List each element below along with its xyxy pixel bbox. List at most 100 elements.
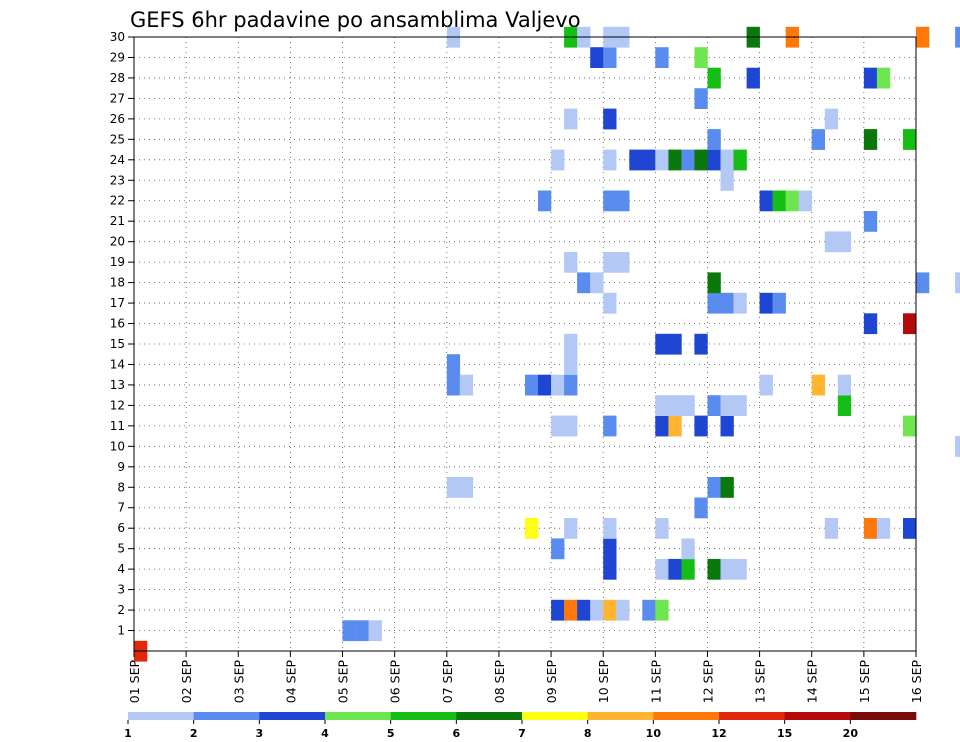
precip-cell (837, 395, 852, 416)
precip-cell (603, 47, 617, 68)
precip-cell (603, 108, 617, 130)
precip-cell (694, 149, 708, 171)
y-tick-label: 12 (110, 398, 125, 412)
legend-swatch (522, 712, 588, 720)
y-tick-label: 20 (110, 235, 125, 249)
precip-cell (668, 558, 682, 580)
legend-label: 8 (584, 727, 592, 740)
y-tick-label: 21 (110, 214, 125, 228)
precip-cell (655, 149, 669, 171)
precip-cell (590, 272, 604, 294)
precip-cell (694, 47, 708, 68)
x-tick-label: 02 SEP (179, 660, 194, 704)
precip-cell (446, 374, 461, 396)
x-tick-label: 01 SEP (127, 660, 142, 704)
precip-cell (577, 599, 591, 621)
legend-swatch (325, 712, 391, 720)
color-legend: 1 2 3 4 5 6 7 8 10 12 15 20 (124, 712, 917, 740)
x-tick-label: 05 SEP (336, 660, 351, 704)
precip-cell (772, 190, 786, 212)
y-tick-label: 17 (110, 296, 125, 310)
legend-label: 4 (321, 727, 329, 740)
precip-cell (564, 251, 578, 273)
precip-cell (551, 149, 565, 171)
x-tick-label: 16 SEP (909, 660, 924, 704)
y-tick-label: 30 (110, 30, 125, 44)
precip-cell (681, 149, 695, 171)
precip-cell (368, 620, 382, 642)
precip-cell (733, 149, 747, 171)
precip-cell (655, 47, 669, 68)
precip-cell (446, 354, 461, 375)
precip-cell (355, 620, 369, 642)
precip-cell (720, 415, 734, 437)
x-tick-label: 14 SEP (805, 660, 820, 704)
precip-cell (707, 477, 721, 498)
precip-cell (746, 67, 760, 89)
precip-cell (863, 518, 878, 539)
chart-grid (134, 37, 916, 651)
precip-cell (720, 292, 734, 314)
y-tick-label: 27 (110, 91, 125, 105)
precip-cell (720, 149, 734, 171)
y-tick-label: 18 (110, 276, 125, 290)
legend-swatch (390, 712, 457, 720)
precip-cell (525, 518, 539, 539)
precip-cell (955, 436, 960, 457)
precip-cell (759, 292, 773, 314)
precip-cell (759, 190, 773, 212)
precip-cell (903, 313, 917, 335)
precip-cell (863, 129, 878, 150)
precip-cell (616, 251, 630, 273)
chart-title: GEFS 6hr padavine po ansamblima Valjevo (130, 8, 581, 32)
precip-cell (551, 538, 565, 560)
precip-cell (916, 272, 930, 294)
y-axis-ticks: 1234567891011121314151617181920212223242… (110, 30, 134, 638)
precip-cell (733, 292, 747, 314)
precip-cell (655, 518, 669, 539)
precip-cell (616, 190, 630, 212)
precip-cell (603, 415, 617, 437)
y-tick-label: 13 (110, 378, 125, 392)
legend-label: 12 (711, 727, 726, 740)
precip-cell (707, 129, 721, 150)
precip-cell (707, 272, 721, 294)
x-tick-label: 09 SEP (544, 660, 559, 704)
precip-cell (720, 558, 734, 580)
precip-cell (668, 149, 682, 171)
precip-cell (603, 599, 617, 621)
legend-label: 7 (518, 727, 526, 740)
y-tick-label: 11 (110, 419, 125, 433)
legend-label: 1 (124, 727, 132, 740)
x-tick-label: 06 SEP (388, 660, 403, 704)
legend-label: 15 (777, 727, 792, 740)
legend-swatch (128, 712, 194, 720)
precip-cell (903, 518, 917, 539)
y-tick-label: 26 (110, 112, 125, 126)
legend-swatch (784, 712, 851, 720)
precip-cell (564, 354, 578, 375)
precip-cell (694, 497, 708, 519)
precip-cell (824, 108, 839, 130)
precip-cell (876, 518, 891, 539)
precip-cell (655, 333, 669, 355)
precip-cell (603, 251, 617, 273)
precip-cell (551, 374, 565, 396)
precip-cell (707, 395, 721, 416)
precip-cell (603, 538, 617, 560)
y-tick-label: 24 (110, 153, 125, 167)
precip-cell (903, 415, 917, 437)
precip-cell (876, 67, 891, 89)
y-tick-label: 16 (110, 317, 125, 331)
precip-cell (707, 558, 721, 580)
precip-cell (564, 518, 578, 539)
legend-label: 3 (256, 727, 264, 740)
y-tick-label: 29 (110, 50, 125, 64)
precip-cell (590, 599, 604, 621)
precip-cell (342, 620, 356, 642)
legend-swatch (193, 712, 260, 720)
legend-label: 10 (646, 727, 662, 740)
precip-cell (642, 149, 656, 171)
precip-cell (655, 415, 669, 437)
